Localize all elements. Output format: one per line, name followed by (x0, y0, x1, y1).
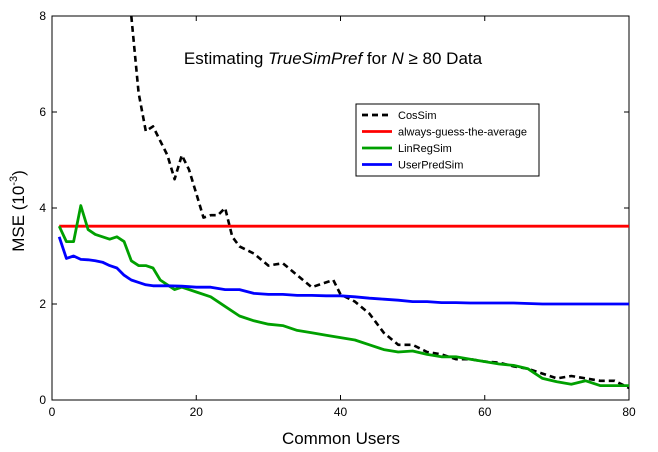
x-tick-label: 60 (478, 405, 492, 419)
y-tick-label: 2 (39, 297, 46, 311)
series-line-userpredsim (57, 236, 629, 306)
legend: CosSim always-guess-the-average LinRegSim U… (355, 103, 540, 177)
x-tick-label: 20 (190, 405, 204, 419)
legend-label: LinRegSim (398, 143, 452, 155)
y-tick-label: 6 (39, 105, 46, 119)
x-tick-label: 0 (49, 405, 56, 419)
title-suffix: Data (441, 49, 482, 68)
y-axis-label: MSE (10-3) (8, 170, 28, 252)
series-line-linregsim (57, 204, 629, 388)
title-italic: TrueSimPref (268, 49, 364, 68)
legend-label: CosSim (398, 110, 437, 122)
x-axis-label: Common Users (282, 429, 400, 448)
x-tick-label: 80 (622, 405, 636, 419)
ylabel-unit-base: 10 (9, 186, 28, 205)
series-line-cossim (130, 16, 629, 390)
legend-label: always-guess-the-average (398, 127, 527, 139)
x-tick-label: 40 (334, 405, 348, 419)
series-lines (57, 16, 629, 390)
svg-text:MSE (10-3): MSE (10-3) (8, 170, 28, 252)
y-tick-label: 0 (39, 393, 46, 407)
ylabel-text: MSE (9, 215, 28, 252)
plot-area: 0 20 40 60 80 0 2 4 6 8 CosSim always-guess-the-ave… (39, 9, 636, 419)
title-prefix: Estimating (184, 49, 268, 68)
y-tick-label: 4 (39, 201, 46, 215)
svg-text:Estimating TrueSimPref for N ≥: Estimating TrueSimPref for N ≥ 80 Data (184, 49, 483, 68)
plot-frame (51, 15, 630, 401)
legend-label: UserPredSim (398, 160, 463, 172)
chart-title: Estimating TrueSimPref for N ≥ 80 Data (184, 49, 483, 68)
title-cond: ≥ 80 (404, 49, 442, 68)
ylabel-unit-exp: -3 (8, 176, 20, 186)
title-mid: for (362, 49, 391, 68)
y-tick-label: 8 (39, 9, 46, 23)
title-var: N (391, 49, 404, 68)
